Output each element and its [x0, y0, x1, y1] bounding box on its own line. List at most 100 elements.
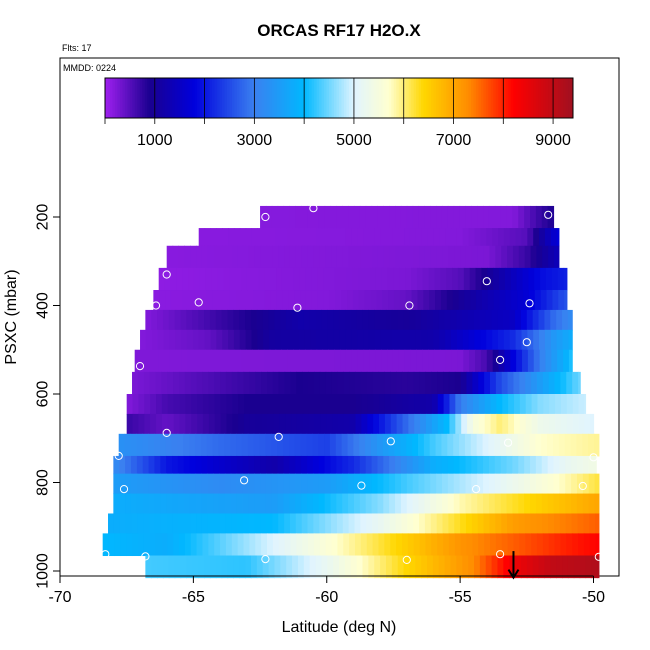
- heatmap-cell: [236, 455, 244, 475]
- colorbar-segment: [396, 78, 400, 118]
- heatmap-cell: [391, 555, 399, 579]
- heatmap-cell: [430, 205, 437, 229]
- heatmap-cell: [497, 555, 504, 579]
- heatmap-cell: [417, 433, 425, 457]
- heatmap-cell: [527, 228, 534, 247]
- heatmap-cell: [441, 473, 449, 495]
- colorbar-segment: [535, 78, 539, 118]
- heatmap-cell: [207, 493, 214, 514]
- heatmap-cell: [215, 309, 223, 331]
- heatmap-cell: [284, 245, 291, 269]
- colorbar-segment: [197, 78, 201, 118]
- colorbar-segment: [192, 78, 196, 118]
- heatmap-cell: [325, 533, 333, 557]
- heatmap-cell: [359, 205, 367, 229]
- heatmap-cell: [132, 371, 139, 395]
- heatmap-cell: [468, 555, 475, 579]
- heatmap-cell: [354, 245, 361, 269]
- heatmap-cell: [530, 245, 538, 269]
- heatmap-cell: [208, 394, 216, 415]
- heatmap-cell: [207, 473, 214, 495]
- heatmap-cell: [265, 473, 273, 495]
- heatmap-cell: [494, 473, 502, 495]
- heatmap-cell: [142, 455, 150, 475]
- heatmap-cell: [584, 413, 591, 435]
- heatmap-cell: [225, 371, 233, 395]
- heatmap-cell: [578, 371, 581, 395]
- x-tick-label: -55: [449, 589, 472, 606]
- heatmap-cell: [266, 245, 273, 269]
- heatmap-cell: [318, 205, 326, 229]
- colorbar-segment: [550, 78, 554, 118]
- heatmap-cell: [438, 309, 446, 331]
- heatmap-cell: [289, 455, 296, 475]
- heatmap-cell: [463, 349, 470, 373]
- colorbar-segment: [475, 78, 479, 118]
- heatmap-cell: [588, 473, 596, 495]
- heatmap-cell: [309, 309, 317, 331]
- heatmap-cell: [500, 493, 508, 514]
- heatmap-cell: [207, 245, 215, 269]
- heatmap-cell: [137, 371, 145, 395]
- heatmap-cell: [246, 267, 254, 291]
- heatmap-cell: [172, 473, 179, 495]
- heatmap-band: [126, 413, 595, 435]
- heatmap-cell: [166, 473, 173, 495]
- heatmap-cell: [525, 394, 533, 415]
- heatmap-cell: [371, 455, 379, 475]
- heatmap-cell: [262, 309, 270, 331]
- heatmap-cell: [239, 309, 246, 331]
- heatmap-cell: [572, 394, 580, 415]
- heatmap-cell: [328, 267, 336, 291]
- heatmap-cell: [571, 473, 578, 495]
- heatmap-cell: [119, 455, 126, 475]
- heatmap-cell: [193, 349, 200, 373]
- heatmap-cell: [280, 555, 287, 579]
- colorbar-segment: [361, 78, 365, 118]
- heatmap-cell: [161, 394, 169, 415]
- colorbar-segment: [441, 78, 445, 118]
- colorbar-segment: [324, 78, 328, 118]
- heatmap-cell: [493, 290, 501, 311]
- colorbar-segment: [456, 78, 459, 118]
- heatmap-cell: [517, 433, 525, 457]
- heatmap-cell: [564, 290, 568, 311]
- heatmap-cell: [465, 205, 472, 229]
- heatmap-cell: [168, 309, 176, 331]
- heatmap-cell: [248, 493, 255, 514]
- heatmap-cell: [396, 533, 403, 557]
- colorbar-segment: [378, 78, 382, 118]
- heatmap-cell: [472, 371, 479, 395]
- heatmap-cell: [536, 533, 544, 557]
- colorbar-segment: [493, 78, 497, 118]
- heatmap-cell: [582, 493, 590, 514]
- x-tick-label: -50: [582, 589, 605, 606]
- heatmap-cell: [233, 309, 240, 331]
- heatmap-cell: [369, 267, 377, 291]
- heatmap-cell: [548, 513, 555, 534]
- heatmap-cell: [167, 394, 175, 415]
- heatmap-cell: [286, 555, 293, 579]
- colorbar-segment: [423, 78, 427, 118]
- heatmap-cell: [291, 394, 298, 415]
- heatmap-cell: [197, 413, 204, 435]
- heatmap-cell: [343, 413, 351, 435]
- heatmap-cell: [476, 290, 483, 311]
- heatmap-cell: [302, 394, 310, 415]
- heatmap-cell: [544, 329, 552, 351]
- heatmap-cell: [360, 533, 368, 557]
- heatmap-cell: [343, 394, 351, 415]
- heatmap-cell: [312, 493, 320, 514]
- heatmap-cell: [224, 433, 231, 457]
- heatmap-cell: [507, 371, 515, 395]
- colorbar-tick-label: 3000: [237, 132, 273, 149]
- colorbar-tick-label: 9000: [535, 132, 571, 149]
- heatmap-cell: [525, 413, 533, 435]
- heatmap-cell: [551, 349, 558, 373]
- heatmap-cell: [544, 309, 551, 331]
- heatmap-cell: [393, 290, 401, 311]
- heatmap-cell: [406, 433, 413, 457]
- heatmap-cell: [273, 394, 280, 415]
- heatmap-cell: [326, 394, 333, 415]
- heatmap-cell: [292, 555, 299, 579]
